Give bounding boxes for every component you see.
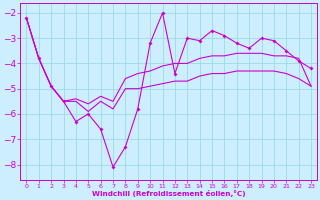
X-axis label: Windchill (Refroidissement éolien,°C): Windchill (Refroidissement éolien,°C) <box>92 190 245 197</box>
